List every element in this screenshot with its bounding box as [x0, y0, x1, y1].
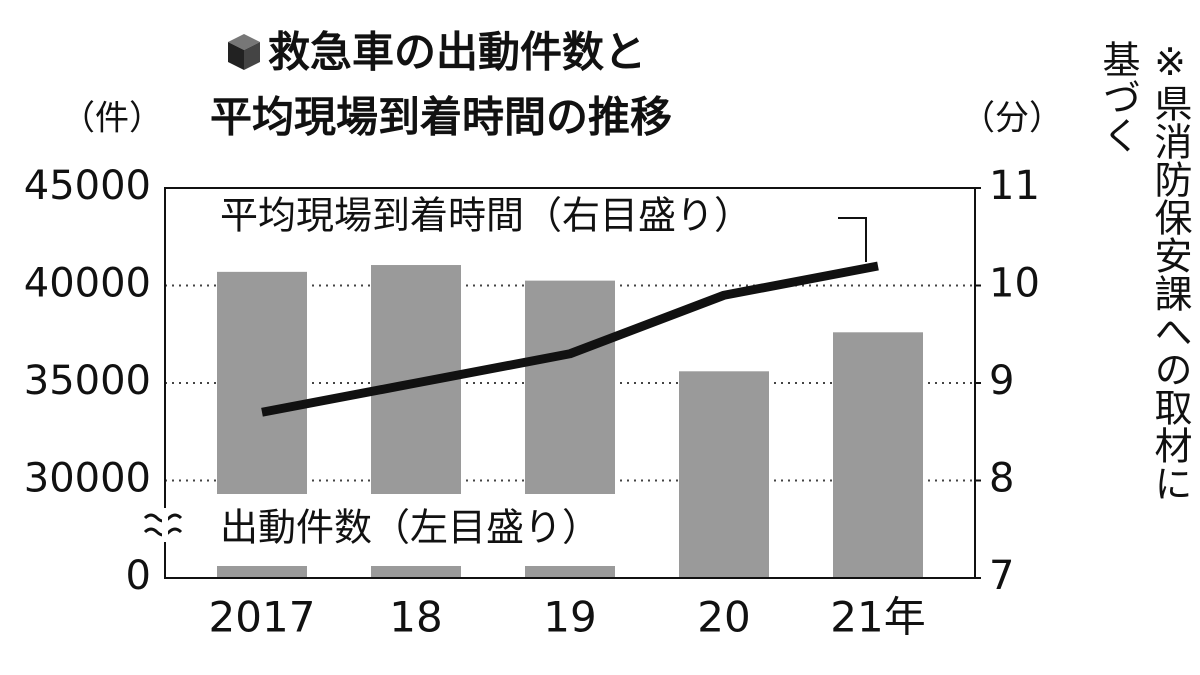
chart-title: 平均現場到着時間の推移	[210, 93, 672, 142]
label-backing	[213, 494, 643, 566]
y-tick-label: 40000	[24, 261, 151, 307]
y2-tick-label: 10	[989, 261, 1040, 307]
y-axis-label: （件）	[61, 99, 163, 139]
x-tick-label: 18	[389, 593, 442, 642]
x-tick-label: 2017	[209, 593, 316, 642]
frame	[164, 187, 976, 579]
y2-tick-label: 7	[989, 553, 1014, 599]
note: 基づく	[1096, 40, 1140, 154]
title-icon	[228, 34, 260, 70]
y2-axis-label: （分）	[961, 99, 1063, 139]
break-gap	[162, 508, 168, 542]
note: ※県消防保安課への取材に	[1148, 40, 1192, 502]
x-tick-label: 20	[697, 593, 750, 642]
y-tick-label: 0	[126, 553, 151, 599]
leader-line	[838, 217, 867, 262]
y2-tick-label: 9	[989, 358, 1014, 404]
chart-title: 救急車の出動件数と	[268, 28, 646, 77]
y-tick-label: 45000	[24, 163, 151, 209]
y-tick-label: 35000	[24, 358, 151, 404]
y2-tick-label: 8	[989, 456, 1014, 502]
y2-tick-label: 11	[989, 163, 1040, 209]
line	[261, 261, 879, 417]
x-tick-label: 21年	[830, 593, 925, 642]
y-tick-label: 30000	[24, 456, 151, 502]
bar	[679, 371, 769, 578]
series-label: 平均現場到着時間（右目盛り）	[220, 194, 752, 238]
x-tick-label: 19	[543, 593, 596, 642]
series-label: 出動件数（左目盛り）	[220, 506, 600, 550]
bar	[833, 332, 923, 578]
